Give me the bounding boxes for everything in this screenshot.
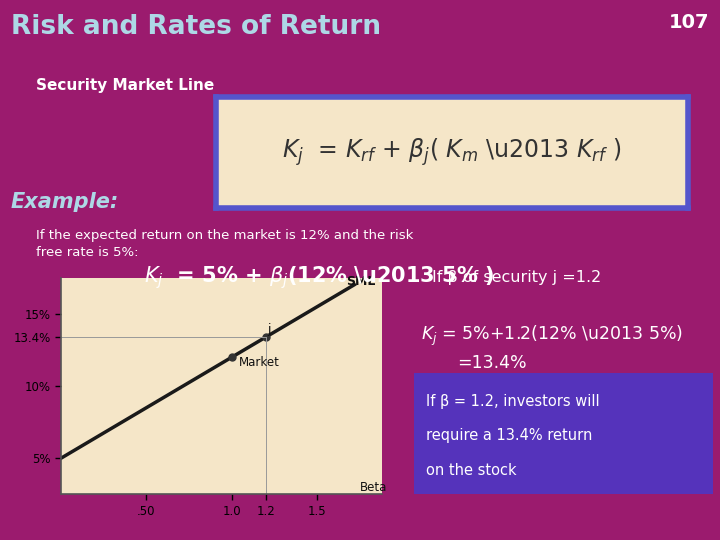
Text: If the expected return on the market is 12% and the risk: If the expected return on the market is … xyxy=(36,230,413,242)
Text: require a 13.4% return: require a 13.4% return xyxy=(426,429,593,443)
Text: 107: 107 xyxy=(669,14,709,32)
Text: =13.4%: =13.4% xyxy=(457,354,527,372)
Text: Market: Market xyxy=(238,356,279,369)
Text: If β of security j =1.2: If β of security j =1.2 xyxy=(432,270,601,285)
Text: j: j xyxy=(267,323,271,336)
Text: $K_j$  = $K_{rf}$ + $\beta_j$( $K_m$ \u2013 $K_{rf}$ ): $K_j$ = $K_{rf}$ + $\beta_j$( $K_m$ \u20… xyxy=(282,137,621,168)
Text: free rate is 5%:: free rate is 5%: xyxy=(36,246,138,259)
Text: Risk and Rates of Return: Risk and Rates of Return xyxy=(11,14,381,39)
Text: Beta: Beta xyxy=(359,481,387,494)
Text: SML: SML xyxy=(346,275,375,288)
Text: If β = 1.2, investors will: If β = 1.2, investors will xyxy=(426,394,600,409)
Text: Security Market Line: Security Market Line xyxy=(36,78,215,93)
Text: $K_j$  = 5% + $\beta_j$(12% \u2013 5% ): $K_j$ = 5% + $\beta_j$(12% \u2013 5% ) xyxy=(144,265,494,292)
Text: on the stock: on the stock xyxy=(426,462,516,477)
Text: Example:: Example: xyxy=(11,192,119,212)
Text: $K_j$ = 5%+1.2(12% \u2013 5%): $K_j$ = 5%+1.2(12% \u2013 5%) xyxy=(421,324,683,348)
